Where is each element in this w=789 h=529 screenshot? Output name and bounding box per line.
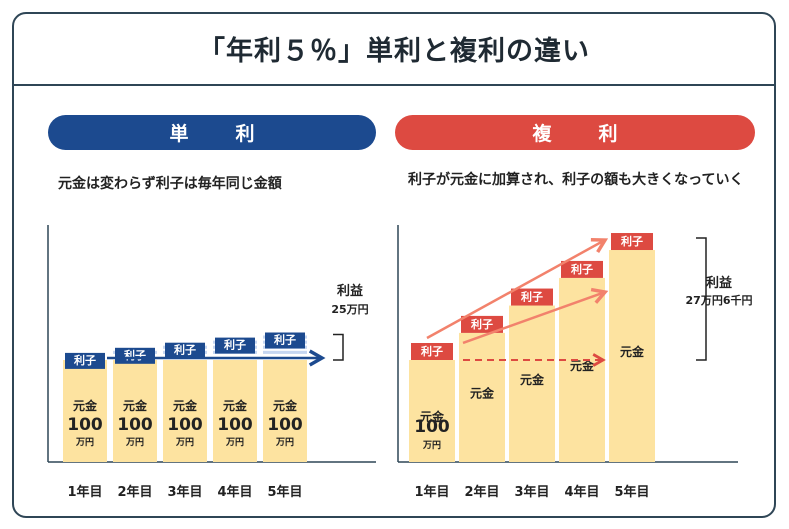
simple-principal-amount: 100	[167, 415, 203, 435]
simple-principal-amount: 100	[67, 415, 103, 435]
compound-principal-bar	[409, 360, 455, 462]
compound-principal-label: 元金	[420, 409, 445, 424]
simple-principal-unit: 万円	[75, 437, 94, 448]
compound-interest-pill: 複 利	[395, 115, 755, 150]
simple-principal-label: 元金	[273, 398, 298, 413]
simple-principal-bar	[113, 360, 157, 462]
simple-profit-amount: 25万円	[331, 303, 368, 316]
page-title: 「年利５％」単利と複利の違い	[12, 12, 776, 86]
compound-interest-tag	[461, 315, 503, 333]
simple-interest-tag	[265, 332, 305, 349]
simple-principal-amount: 100	[117, 415, 153, 435]
simple-principal-label: 元金	[223, 398, 248, 413]
compound-principal-label: 元金	[470, 385, 495, 400]
simple-interest-tag	[115, 347, 155, 364]
simple-principal-bar	[163, 360, 207, 462]
compound-interest-tag	[611, 233, 653, 251]
compound-x-tick-label: 2年目	[464, 484, 499, 500]
simple-x-tick-label: 2年目	[117, 484, 152, 500]
outer-frame	[12, 12, 776, 518]
simple-interest-tag-label: 利子	[174, 343, 196, 357]
compound-principal-growth-arrow	[462, 292, 605, 345]
simple-principal-amount: 100	[217, 415, 253, 435]
compound-principal-amount: 100	[414, 417, 450, 437]
compound-interest-tag	[411, 343, 453, 360]
simple-interest-tag	[165, 342, 205, 359]
simple-principal-amount: 100	[267, 415, 303, 435]
simple-interest-tag-label: 利子	[274, 333, 296, 347]
simple-principal-unit: 万円	[275, 437, 294, 448]
compound-principal-bar	[509, 305, 555, 462]
simple-x-tick-label: 1年目	[67, 484, 102, 500]
compound-principal-label: 元金	[520, 372, 545, 387]
compound-profit-title: 利益	[706, 275, 732, 291]
simple-profit-bracket	[333, 333, 344, 361]
simple-principal-label: 元金	[173, 398, 198, 413]
compound-principal-unit: 万円	[422, 440, 441, 451]
simple-principal-unit: 万円	[225, 437, 244, 448]
compound-principal-bar	[459, 332, 505, 462]
simple-x-tick-label: 5年目	[267, 484, 302, 500]
compound-principal-bar	[559, 277, 605, 462]
compound-interest-tag-label: 利子	[471, 317, 493, 331]
compound-profit-bracket	[696, 237, 707, 361]
simple-interest-description: 元金は変わらず利子は毎年同じ金額	[58, 176, 282, 192]
simple-interest-pill: 単 利	[48, 115, 376, 150]
simple-interest-block	[263, 350, 307, 354]
simple-interest-tag-label: 利子	[224, 338, 246, 352]
simple-x-tick-label: 3年目	[167, 484, 202, 500]
compound-x-tick-label: 5年目	[614, 484, 649, 500]
simple-principal-unit: 万円	[175, 437, 194, 448]
compound-interest-growth-arrow	[426, 240, 605, 340]
compound-interest-description: 利子が元金に加算され、利子の額も大きくなっていく	[408, 172, 744, 188]
compound-interest-tag-label: 利子	[521, 290, 543, 304]
compound-interest-tag	[511, 288, 553, 306]
simple-principal-label: 元金	[73, 398, 98, 413]
simple-x-tick-label: 4年目	[217, 484, 252, 500]
compound-x-tick-label: 3年目	[514, 484, 549, 500]
compound-interest-tag	[561, 260, 603, 278]
compound-x-tick-label: 1年目	[414, 484, 449, 500]
compound-profit-amount: 27万円6千円	[686, 293, 753, 307]
simple-interest-tag	[65, 352, 105, 369]
simple-interest-tag	[215, 337, 255, 354]
simple-profit-title: 利益	[337, 283, 363, 299]
simple-principal-bar	[213, 360, 257, 462]
simple-principal-unit: 万円	[125, 437, 144, 448]
compound-interest-tag-label: 利子	[421, 344, 443, 358]
compound-principal-bar	[609, 250, 655, 462]
compound-principal-label: 元金	[620, 344, 645, 359]
compound-interest-tag-label: 利子	[571, 262, 593, 276]
simple-interest-tag-label: 利子	[74, 353, 96, 367]
simple-interest-tag-label: 利子	[124, 348, 146, 362]
compound-principal-label: 元金	[570, 358, 595, 373]
compound-x-tick-label: 4年目	[564, 484, 599, 500]
simple-principal-bar	[63, 360, 107, 462]
simple-principal-bar	[263, 360, 307, 462]
simple-principal-label: 元金	[123, 398, 148, 413]
compound-interest-tag-label: 利子	[621, 234, 643, 248]
